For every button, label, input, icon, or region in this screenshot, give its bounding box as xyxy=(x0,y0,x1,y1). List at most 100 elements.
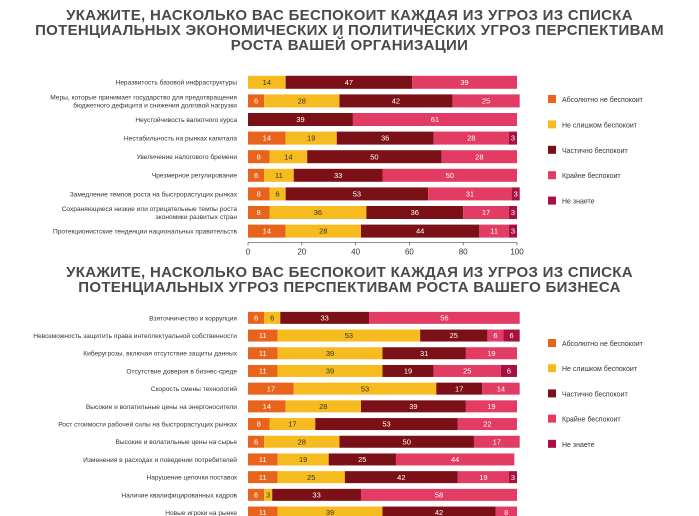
data-label: 3 xyxy=(511,473,515,482)
legend-label: Не слишком беспокоит xyxy=(562,365,638,373)
data-label: 31 xyxy=(466,190,474,199)
legend-label: Абсолютно не беспокоит xyxy=(562,340,644,348)
legend-label: Не слишком беспокоит xyxy=(562,121,638,129)
legend-label: Крайне беспокоит xyxy=(562,416,621,424)
category-label-line: Увеличение налогового бремени xyxy=(137,153,238,161)
data-label: 44 xyxy=(451,455,459,464)
data-label: 25 xyxy=(482,97,490,106)
category-label: Меры, которые принимает государство для … xyxy=(50,94,237,109)
bar-segment xyxy=(277,329,421,342)
data-label: 39 xyxy=(460,78,468,87)
category-label-line: Сохраняющиеся низкие или отрицательные т… xyxy=(62,206,238,213)
data-label: 3 xyxy=(511,208,515,217)
bar-segment xyxy=(382,506,496,516)
legend-swatch xyxy=(548,120,556,129)
data-label: 28 xyxy=(467,134,475,143)
category-label-line: Новые игроки на рынке xyxy=(165,510,237,516)
category-label: Киберугрозы, включая отсутствие защиты д… xyxy=(83,350,237,358)
data-label: 14 xyxy=(263,134,271,143)
x-tick-label: 80 xyxy=(459,247,468,256)
bar-segment xyxy=(248,187,270,201)
data-label: 39 xyxy=(326,367,334,376)
data-label: 61 xyxy=(431,115,439,124)
x-tick-label: 0 xyxy=(246,247,251,256)
bar-segment xyxy=(482,382,520,395)
data-label: 8 xyxy=(257,152,261,161)
data-label: 42 xyxy=(392,97,400,106)
data-label: 33 xyxy=(320,313,328,322)
bar-segment xyxy=(277,506,383,516)
bar-segment xyxy=(479,224,509,238)
bar-segment xyxy=(307,150,442,164)
bar-segment xyxy=(248,488,265,501)
category-label-line: Высокие и волатильные цены на энергоноси… xyxy=(86,404,237,411)
bar-segment xyxy=(285,75,413,89)
bar-segment xyxy=(382,347,466,360)
data-label: 17 xyxy=(493,437,501,446)
category-label: Наличие квалифицированных кадров xyxy=(121,492,237,499)
category-label-line: Невозможность защитить права интеллектуа… xyxy=(33,332,237,340)
data-label: 36 xyxy=(411,208,419,217)
bar-segment xyxy=(285,187,429,201)
data-label: 11 xyxy=(259,473,267,482)
legend-swatch xyxy=(548,339,556,347)
bar-segment xyxy=(441,150,517,164)
bar-segment xyxy=(457,471,509,484)
bar-segment xyxy=(433,364,501,377)
bar-segment xyxy=(277,453,329,466)
category-label-line: Протекционистские тенденции национальных… xyxy=(53,229,237,236)
data-label: 17 xyxy=(267,384,275,393)
chart-1-title-line: РОСТА ВАШЕЙ ОРГАНИЗАЦИИ xyxy=(230,37,469,54)
data-label: 3 xyxy=(511,227,515,236)
bar-segment xyxy=(508,206,517,219)
category-label: Невозможность защитить права интеллектуа… xyxy=(33,332,237,340)
bar-segment xyxy=(433,131,509,145)
category-label: Скорость смены технологий xyxy=(151,385,238,393)
chart-2: Взяточничество и коррупция 6 6 33 56Невозмож… xyxy=(33,311,644,516)
data-label: 11 xyxy=(259,349,267,358)
data-label: 19 xyxy=(479,473,487,482)
data-label: 25 xyxy=(463,367,471,376)
bar-segment xyxy=(495,506,517,516)
data-label: 19 xyxy=(404,367,412,376)
bar-segment xyxy=(269,187,286,201)
bar-segment xyxy=(264,488,273,501)
legend-label: Не знаете xyxy=(562,199,595,206)
bar-segment xyxy=(248,131,286,145)
legend-swatch xyxy=(548,389,556,398)
data-label: 11 xyxy=(490,227,498,236)
data-label: 42 xyxy=(397,473,405,482)
category-label-line: Замедление темпов роста на быстрорастущи… xyxy=(70,190,238,198)
data-label: 6 xyxy=(254,171,258,180)
data-label: 6 xyxy=(507,367,511,376)
data-label: 58 xyxy=(435,490,443,499)
bar-segment xyxy=(500,364,517,377)
chart-2-title: УКАЖИТЕ, НАСКОЛЬКО ВАС БЕСПОКОИТ КАЖДАЯ … xyxy=(0,265,699,295)
category-label: Отсутствие доверия в бизнес-среде xyxy=(126,367,237,375)
legend-label: Абсолютно не беспокоит xyxy=(562,96,644,104)
legend-swatch xyxy=(548,95,556,103)
legend-label: Крайне беспокоит xyxy=(562,172,621,180)
data-label: 36 xyxy=(314,208,322,217)
data-label: 17 xyxy=(288,420,296,429)
data-label: 14 xyxy=(263,227,271,236)
data-label: 3 xyxy=(266,490,270,499)
legend-swatch xyxy=(548,414,556,423)
data-label: 28 xyxy=(475,152,483,161)
category-label-line: Нарушение цепочки поставок xyxy=(146,475,237,482)
data-label: 8 xyxy=(257,420,261,429)
category-label-line: Чрезмерное регулирование xyxy=(152,173,237,180)
data-label: 53 xyxy=(353,190,361,199)
data-label: 8 xyxy=(257,190,261,199)
data-label: 50 xyxy=(370,152,378,161)
bar-segment xyxy=(369,311,520,324)
bar-segment xyxy=(508,471,517,484)
bar-segment xyxy=(360,488,517,501)
bar-segment xyxy=(436,382,483,395)
legend-swatch xyxy=(548,364,556,373)
bar-segment xyxy=(344,471,458,484)
chart-1: 0 20 40 60 80 100 Неразвитость базовой инфраст… xyxy=(50,75,644,256)
legend-swatch xyxy=(548,171,556,180)
bar-segment xyxy=(339,94,453,108)
